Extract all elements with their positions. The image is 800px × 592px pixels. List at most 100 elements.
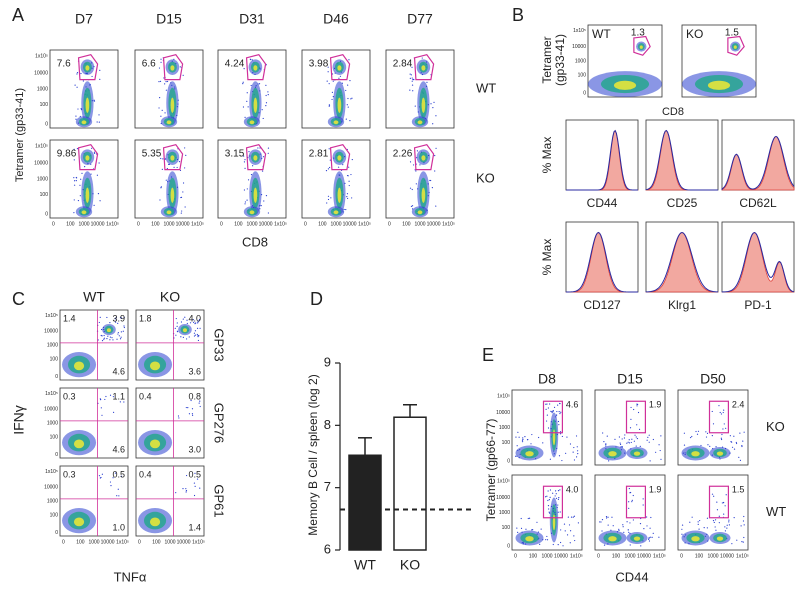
cell-dot (739, 459, 742, 461)
cell-dot (740, 525, 742, 527)
cell-dot (411, 80, 413, 82)
cell-dot (546, 414, 548, 416)
cell-dot (551, 411, 553, 413)
cell-dot (180, 321, 183, 323)
cell-dot (721, 502, 723, 504)
cell-dot (558, 410, 560, 413)
cell-dot (576, 450, 579, 452)
quadrant-value: 3.6 (188, 366, 201, 376)
bar (348, 454, 382, 551)
cell-dot (80, 178, 82, 180)
cell-dot (177, 331, 179, 333)
cell-dot (629, 427, 632, 429)
y-tick-label: 0 (507, 544, 510, 550)
cell-dot (738, 456, 740, 458)
x-tick-label: 0 (597, 553, 600, 559)
cell-dot (545, 539, 547, 541)
cell-dot (194, 485, 196, 487)
cell-dot (566, 534, 569, 536)
quadrant-value: 1.4 (63, 313, 76, 323)
cell-density (170, 187, 175, 203)
y-tick-label: 1x10⁵ (573, 28, 586, 34)
cell-dot (720, 437, 722, 439)
cell-dot (699, 519, 701, 522)
cell-dot (243, 68, 245, 70)
flow-plot (49, 139, 119, 219)
cell-density (73, 439, 85, 449)
cell-dot (164, 83, 166, 85)
cell-dot (733, 435, 735, 437)
cell-dot (623, 437, 626, 439)
cell-dot (120, 317, 123, 319)
cell-dot (429, 179, 431, 182)
cell-dot (561, 435, 563, 438)
cell-dot (602, 432, 604, 434)
cell-dot (416, 150, 419, 152)
x-tick-label: 1x10⁵ (442, 221, 455, 227)
cell-density (170, 97, 175, 113)
cell-dot (720, 438, 723, 441)
flow-plot (59, 387, 129, 459)
y-tick-label: 100 (50, 434, 59, 440)
quadrant-value: 1.1 (112, 391, 125, 401)
cell-dot (158, 67, 161, 69)
flow-plot (565, 221, 639, 293)
cell-dot (91, 75, 93, 78)
x-tick-label: 1000 (164, 539, 175, 545)
cell-dot (649, 460, 651, 462)
cell-dot (244, 159, 246, 161)
cell-dot (119, 401, 121, 403)
cell-dot (719, 411, 721, 414)
cell-dot (549, 458, 551, 460)
cell-dot (243, 189, 246, 191)
cell-dot (165, 81, 167, 83)
flow-plot (135, 387, 205, 459)
cell-dot (188, 413, 191, 415)
cell-dot (557, 544, 559, 546)
y-tick-label: 100 (50, 356, 59, 362)
cell-dot (350, 98, 352, 100)
cell-dot (112, 396, 115, 398)
cell-dot (556, 410, 558, 413)
cell-dot (80, 72, 82, 75)
cell-dot (681, 528, 683, 530)
cell-dot (109, 481, 112, 483)
y-tick-label: 0 (55, 374, 58, 380)
y-tick-label: 1x10⁵ (35, 54, 48, 60)
cell-dot (539, 543, 541, 545)
cell-dot (160, 187, 162, 189)
cell-dot (197, 339, 200, 342)
cell-dot (412, 78, 414, 81)
cell-dot (630, 441, 632, 444)
cell-dot (327, 168, 330, 170)
cell-dot (724, 526, 726, 528)
cell-dot (194, 334, 197, 336)
cell-dot (600, 521, 602, 523)
flow-plot (59, 309, 129, 381)
cell-dot (99, 200, 101, 202)
cell-dot (262, 117, 264, 120)
cell-dot (79, 195, 81, 197)
cell-dot (257, 147, 259, 149)
cell-dot (545, 403, 547, 405)
cell-dot (518, 436, 520, 438)
cell-dot (564, 530, 566, 532)
cell-dot (175, 334, 177, 336)
cell-dot (633, 408, 635, 411)
cell-dot (346, 193, 349, 195)
cell-dot (577, 522, 579, 524)
cell-dot (572, 451, 574, 453)
cell-dot (696, 433, 699, 435)
cell-density (417, 210, 423, 215)
cell-dot (347, 97, 349, 100)
cell-dot (555, 416, 557, 418)
cell-dot (555, 493, 557, 495)
cell-dot (76, 86, 78, 88)
cell-dot (722, 502, 725, 504)
cell-dot (570, 516, 573, 518)
cell-dot (621, 446, 623, 448)
cell-dot (553, 406, 556, 408)
cell-dot (166, 168, 168, 170)
cell-dot (558, 424, 560, 426)
cell-dot (550, 428, 552, 430)
